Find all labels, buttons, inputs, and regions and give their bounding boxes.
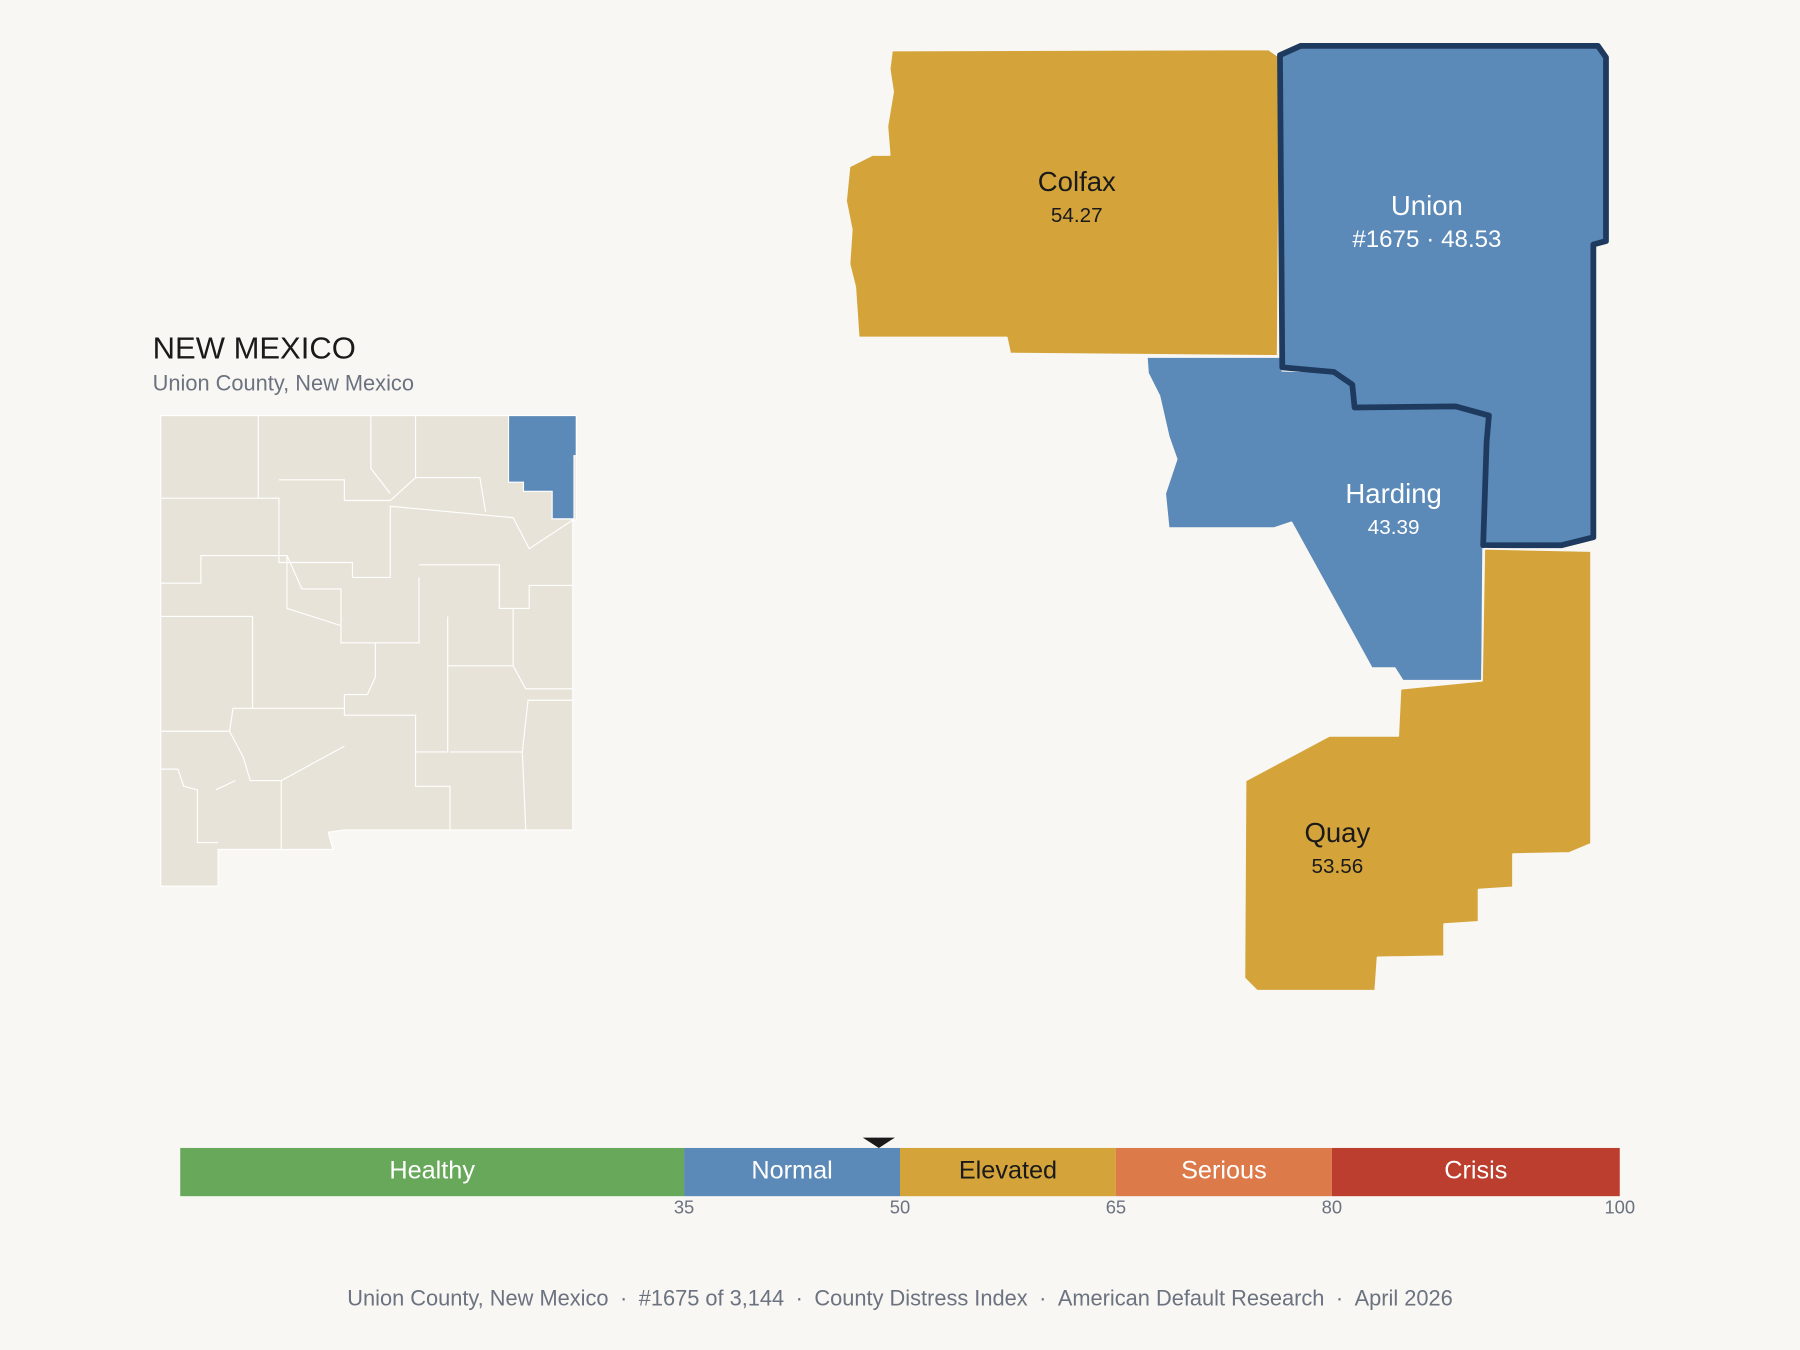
county-name: Harding — [1345, 478, 1441, 509]
scale-band — [900, 1147, 1116, 1197]
score-marker — [862, 1137, 895, 1148]
separator: · — [1039, 1285, 1046, 1310]
tick-label: 100 — [1604, 1197, 1635, 1218]
separator: · — [620, 1285, 627, 1310]
county-group: Colfax 54.27 Harding 43.39 Union #1675 · 48.53 Q… — [845, 43, 1609, 992]
band-label: Healthy — [389, 1157, 475, 1185]
state-minimap — [160, 414, 577, 887]
band-label: Normal — [751, 1157, 832, 1185]
county-value: #1675 · 48.53 — [1352, 226, 1501, 253]
county-value: 53.56 — [1312, 855, 1364, 878]
footer-item: County Distress Index — [814, 1285, 1027, 1310]
scale-band — [1331, 1147, 1620, 1197]
separator: · — [796, 1285, 803, 1310]
county-shape[interactable] — [1243, 547, 1592, 992]
county-shape[interactable] — [845, 48, 1281, 357]
county-name: Quay — [1304, 817, 1370, 848]
band-label: Elevated — [959, 1157, 1057, 1185]
scale-band — [180, 1147, 685, 1197]
separator: · — [1336, 1285, 1343, 1310]
county-name: Colfax — [1038, 166, 1116, 197]
county-score: 54.27 — [1051, 204, 1103, 227]
county-value: 54.27 — [1051, 204, 1103, 227]
county-score: 53.56 — [1312, 855, 1364, 878]
county-borders — [160, 415, 574, 850]
distress-scale: Healthy 35 Normal 50 Elevated 65 Serious 80 Cris… — [180, 1137, 1635, 1218]
band-label: Serious — [1181, 1157, 1267, 1185]
county-name: Union — [1391, 190, 1463, 221]
footer-item: #1675 of 3,144 — [639, 1285, 784, 1310]
tick-label: 35 — [674, 1197, 694, 1218]
tick-label: 80 — [1322, 1197, 1342, 1218]
county-rank: #1675 — [1352, 226, 1419, 253]
scale-band — [1115, 1147, 1332, 1197]
tick-label: 50 — [890, 1197, 910, 1218]
state-title: NEW MEXICO — [153, 330, 356, 365]
county-shape[interactable] — [1277, 43, 1609, 549]
county-value: 43.39 — [1368, 517, 1420, 540]
footer-item: Union County, New Mexico — [347, 1285, 608, 1310]
footer-item: April 2026 — [1355, 1285, 1453, 1310]
state-shape — [160, 414, 577, 887]
footer: Union County, New Mexico · #1675 of 3,144 ·… — [347, 1285, 1453, 1310]
county-score: 48.53 — [1441, 226, 1501, 253]
band-label: Crisis — [1444, 1157, 1507, 1185]
scale-band — [684, 1147, 900, 1197]
subtitle: Union County, New Mexico — [153, 370, 414, 395]
footer-item: American Default Research — [1058, 1285, 1325, 1310]
county-score: 43.39 — [1368, 517, 1420, 540]
separator: · — [1426, 226, 1434, 253]
minimap-highlight — [507, 414, 577, 520]
tick-label: 65 — [1106, 1197, 1126, 1218]
